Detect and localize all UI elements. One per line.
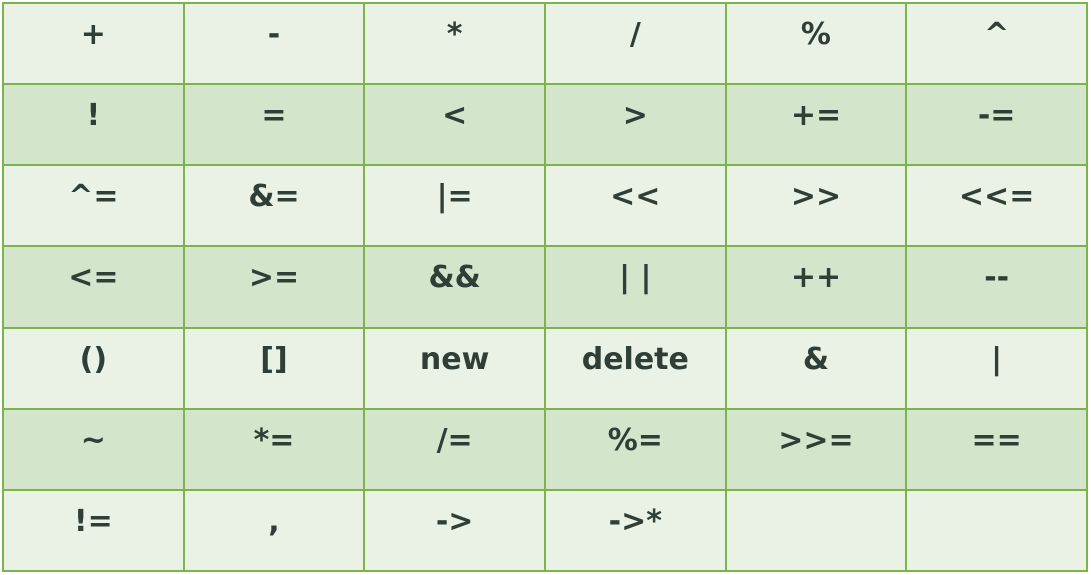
table-cell: != (2, 488, 185, 573)
table-cell (724, 488, 908, 573)
table-cell: ! (2, 83, 185, 167)
table-cell: /= (363, 407, 546, 491)
table-row: ^= &= |= << >> <<= (2, 164, 1088, 248)
table-cell: ^ (905, 1, 1088, 86)
table-cell: * (363, 1, 546, 86)
table-cell: ~ (2, 407, 185, 491)
table-cell: % (724, 1, 908, 86)
table-cell: | (905, 326, 1088, 410)
table-cell: << (543, 164, 727, 248)
table-cell: | | (543, 245, 727, 329)
table-cell: <= (2, 245, 185, 329)
table-cell: ^= (2, 164, 185, 248)
table-cell: >> (724, 164, 908, 248)
table-cell: () (2, 326, 185, 410)
table-cell: < (363, 83, 546, 167)
table-cell: -> (363, 488, 546, 573)
table-cell: [] (182, 326, 366, 410)
table-cell: += (724, 83, 908, 167)
table-cell: = (182, 83, 366, 167)
table-cell: >= (182, 245, 366, 329)
table-cell: , (182, 488, 366, 573)
table-cell: *= (182, 407, 366, 491)
table-cell: <<= (905, 164, 1088, 248)
table-cell: >>= (724, 407, 908, 491)
table-row: ! = < > += -= (2, 83, 1088, 167)
table-cell: && (363, 245, 546, 329)
table-cell: - (182, 1, 366, 86)
table-row: <= >= && | | ++ -- (2, 245, 1088, 329)
table-row: != , -> ->* (2, 488, 1088, 573)
table-cell: -- (905, 245, 1088, 329)
table-cell (905, 488, 1088, 573)
table-cell: %= (543, 407, 727, 491)
table-cell: new (363, 326, 546, 410)
table-cell: > (543, 83, 727, 167)
table-cell: -= (905, 83, 1088, 167)
table-row: ~ *= /= %= >>= == (2, 407, 1088, 491)
table-cell: & (724, 326, 908, 410)
table-cell: |= (363, 164, 546, 248)
table-row: () [] new delete & | (2, 326, 1088, 410)
table-cell: / (543, 1, 727, 86)
table-cell: &= (182, 164, 366, 248)
table-cell: + (2, 1, 185, 86)
table-cell: ++ (724, 245, 908, 329)
table-cell: delete (543, 326, 727, 410)
table-cell: ->* (543, 488, 727, 573)
table-row: + - * / % ^ (2, 1, 1088, 86)
table-cell: == (905, 407, 1088, 491)
